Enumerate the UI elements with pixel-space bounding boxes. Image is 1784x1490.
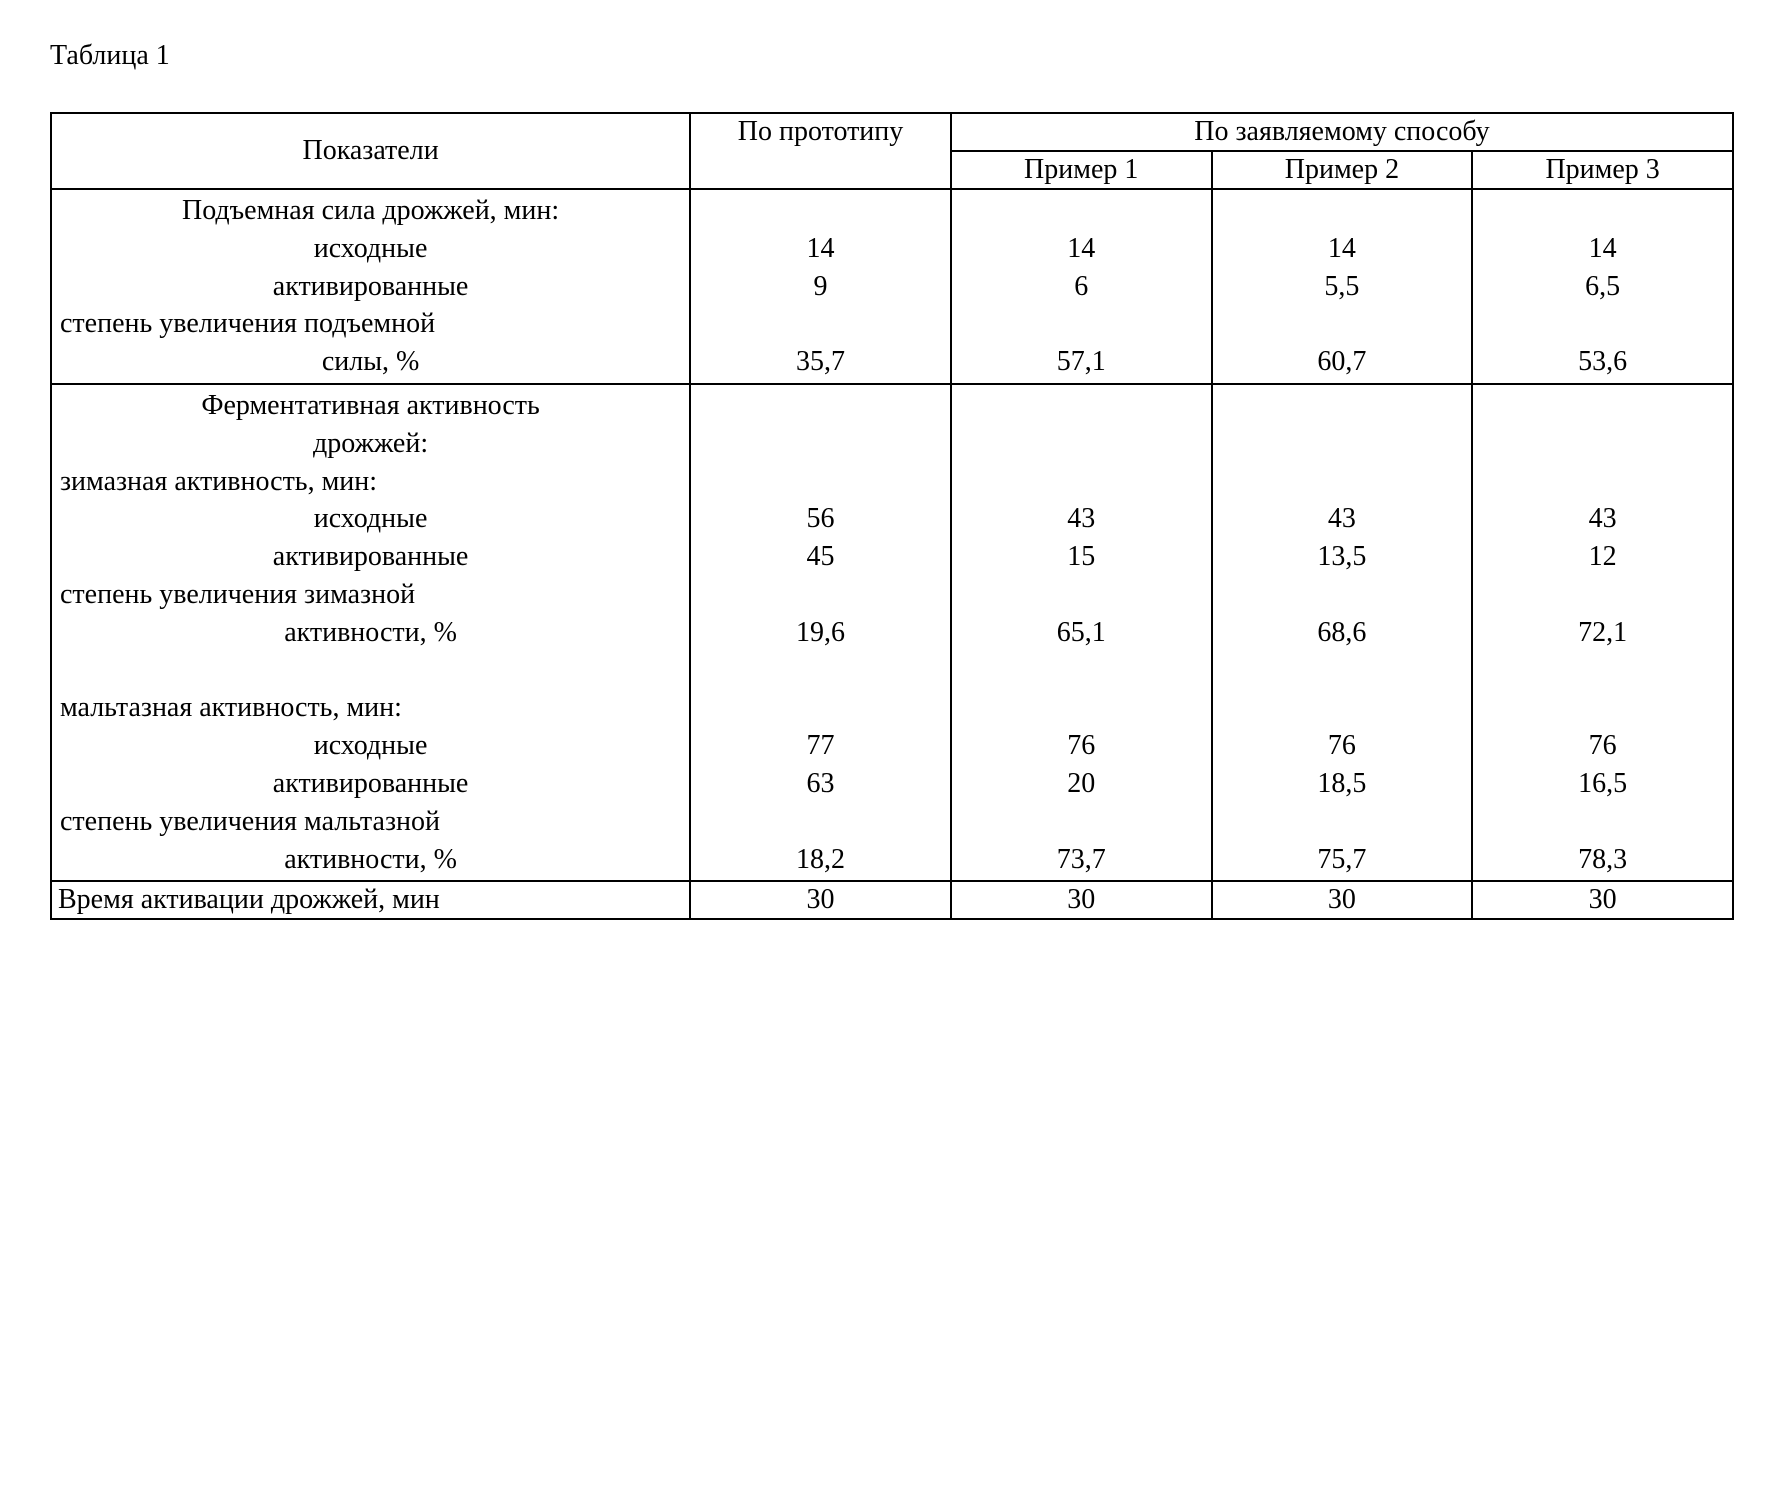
header-example-3: Пример 3 xyxy=(1472,151,1733,189)
header-claimed: По заявляемому способу xyxy=(951,113,1733,151)
data-table: Показатели По прототипу По заявляемому с… xyxy=(50,112,1734,920)
table-caption: Таблица 1 xyxy=(50,40,1734,72)
section1-e2: 145,5 60,7 xyxy=(1212,189,1473,384)
header-prototype: По прототипу xyxy=(690,113,951,189)
section3-proto: 30 xyxy=(690,881,951,919)
section2-e1: 4315 65,1 7620 73,7 xyxy=(951,384,1212,881)
section1-e3: 146,5 53,6 xyxy=(1472,189,1733,384)
section3-e2: 30 xyxy=(1212,881,1473,919)
section-lifting-force: Подъемная сила дрожжей, мин:исходныеакти… xyxy=(51,189,1733,384)
header-example-1: Пример 1 xyxy=(951,151,1212,189)
section3-e3: 30 xyxy=(1472,881,1733,919)
section1-e1: 146 57,1 xyxy=(951,189,1212,384)
section-activation-time: Время активации дрожжей, мин 30 30 30 30 xyxy=(51,881,1733,919)
section1-labels: Подъемная сила дрожжей, мин:исходныеакти… xyxy=(51,189,690,384)
header-indicators: Показатели xyxy=(51,113,690,189)
header-example-2: Пример 2 xyxy=(1212,151,1473,189)
section2-e2: 4313,5 68,6 7618,5 75,7 xyxy=(1212,384,1473,881)
section-enzyme-activity: Ферментативная активностьдрожжей:зимазна… xyxy=(51,384,1733,881)
section3-label: Время активации дрожжей, мин xyxy=(51,881,690,919)
section2-e3: 4312 72,1 7616,5 78,3 xyxy=(1472,384,1733,881)
section2-proto: 5645 19,6 7763 18,2 xyxy=(690,384,951,881)
section3-e1: 30 xyxy=(951,881,1212,919)
section2-labels: Ферментативная активностьдрожжей:зимазна… xyxy=(51,384,690,881)
section1-proto: 149 35,7 xyxy=(690,189,951,384)
